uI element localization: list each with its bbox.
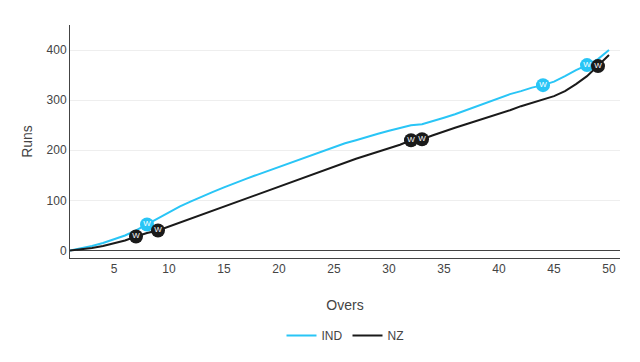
svg-text:W: W [583, 60, 591, 69]
svg-text:W: W [154, 225, 162, 234]
svg-text:400: 400 [47, 43, 67, 57]
svg-text:100: 100 [47, 194, 67, 208]
svg-text:25: 25 [327, 262, 341, 276]
svg-text:W: W [143, 219, 151, 228]
svg-text:45: 45 [547, 262, 561, 276]
svg-text:W: W [132, 231, 140, 240]
svg-text:0: 0 [60, 244, 67, 258]
svg-text:30: 30 [382, 262, 396, 276]
svg-text:50: 50 [602, 262, 616, 276]
svg-text:5: 5 [111, 262, 118, 276]
svg-text:35: 35 [437, 262, 451, 276]
svg-text:15: 15 [217, 262, 231, 276]
svg-text:200: 200 [47, 143, 67, 157]
svg-text:300: 300 [47, 93, 67, 107]
svg-text:IND: IND [322, 329, 343, 343]
svg-text:Runs: Runs [19, 125, 35, 158]
svg-text:20: 20 [272, 262, 286, 276]
svg-text:40: 40 [492, 262, 506, 276]
svg-text:W: W [539, 80, 547, 89]
svg-text:W: W [418, 134, 426, 143]
svg-text:Overs: Overs [326, 297, 363, 313]
svg-text:NZ: NZ [388, 329, 404, 343]
svg-text:W: W [594, 61, 602, 70]
svg-text:W: W [407, 135, 415, 144]
svg-text:10: 10 [162, 262, 176, 276]
